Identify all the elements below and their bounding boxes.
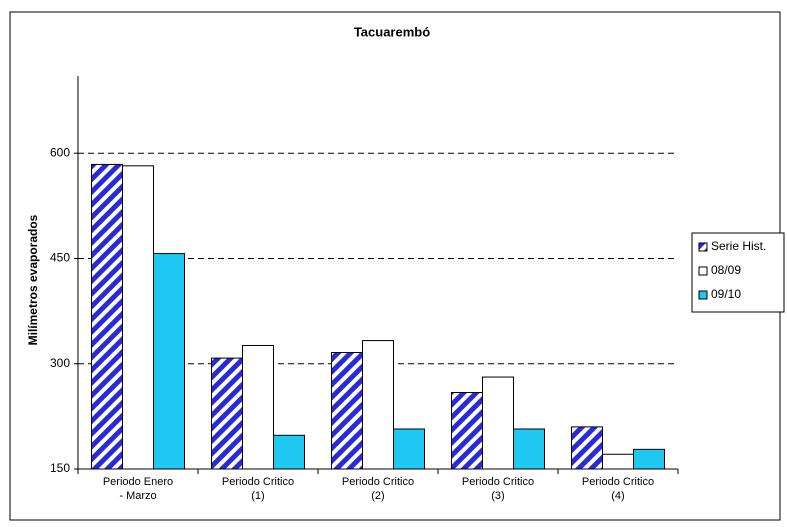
y-axis-label: Milímetros evaporados — [26, 214, 40, 345]
x-tick-label-box: Periodo Critico (3) — [461, 476, 535, 502]
bar — [513, 428, 545, 470]
bar — [211, 357, 243, 470]
x-tick-label: Periodo Critico (2) — [341, 476, 415, 502]
legend-swatch — [698, 266, 708, 276]
bar — [122, 165, 154, 470]
x-tick-label: Periodo Critico (4) — [581, 476, 655, 502]
legend-label: 08/09 — [711, 263, 741, 277]
y-tick-label: 450 — [50, 251, 70, 265]
bar — [362, 340, 394, 470]
y-tick-label: 300 — [50, 356, 70, 370]
legend-swatch — [698, 290, 708, 300]
x-tick-label: Periodo Enero - Marzo — [102, 476, 174, 502]
x-tick-label-box: Periodo Critico (4) — [581, 476, 655, 502]
bar — [331, 352, 363, 470]
bar — [242, 344, 274, 470]
x-tick-label-box: Periodo Enero - Marzo — [102, 476, 174, 502]
chart-title: Tacuarembó — [354, 24, 430, 39]
x-tick-label: Periodo Critico (3) — [461, 476, 535, 502]
bar — [482, 376, 514, 470]
legend-swatch — [698, 242, 708, 252]
x-tick-label: Periodo Critico (1) — [221, 476, 295, 502]
bar — [153, 253, 185, 470]
x-tick-label-box: Periodo Critico (2) — [341, 476, 415, 502]
bar — [273, 434, 305, 470]
bar — [451, 392, 483, 470]
bar — [393, 428, 425, 470]
bar — [571, 426, 603, 470]
bar — [633, 448, 665, 470]
legend-label: Serie Hist. — [711, 239, 766, 253]
x-tick-label-box: Periodo Critico (1) — [221, 476, 295, 502]
bar — [602, 453, 634, 470]
bar — [91, 163, 123, 470]
legend-label: 09/10 — [711, 287, 741, 301]
y-tick-label: 600 — [50, 145, 70, 159]
y-tick-label: 150 — [50, 461, 70, 475]
